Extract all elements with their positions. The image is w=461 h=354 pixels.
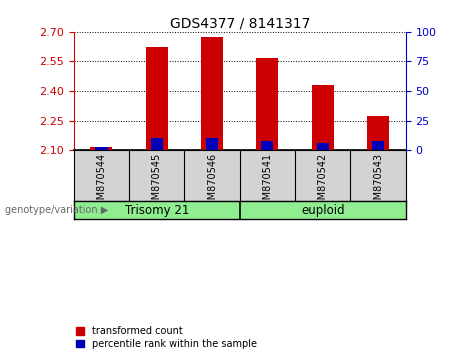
Bar <box>261 141 273 150</box>
Bar <box>312 85 334 150</box>
Bar <box>367 116 389 150</box>
Text: GSM870545: GSM870545 <box>152 153 162 212</box>
Bar <box>95 147 107 150</box>
Text: euploid: euploid <box>301 204 344 217</box>
Text: GSM870544: GSM870544 <box>96 153 106 212</box>
Bar <box>372 141 384 150</box>
Bar <box>146 47 168 150</box>
Bar <box>151 138 163 150</box>
Bar <box>317 143 329 150</box>
Bar <box>256 58 278 150</box>
Legend: transformed count, percentile rank within the sample: transformed count, percentile rank withi… <box>77 326 257 349</box>
Text: GSM870541: GSM870541 <box>262 153 272 212</box>
Text: Trisomy 21: Trisomy 21 <box>124 204 189 217</box>
Bar <box>90 147 112 150</box>
Text: GSM870542: GSM870542 <box>318 153 328 212</box>
Text: GSM870543: GSM870543 <box>373 153 383 212</box>
Text: genotype/variation ▶: genotype/variation ▶ <box>5 205 108 215</box>
Text: GSM870546: GSM870546 <box>207 153 217 212</box>
Title: GDS4377 / 8141317: GDS4377 / 8141317 <box>170 17 310 31</box>
Bar <box>201 37 223 150</box>
Bar <box>206 138 218 150</box>
